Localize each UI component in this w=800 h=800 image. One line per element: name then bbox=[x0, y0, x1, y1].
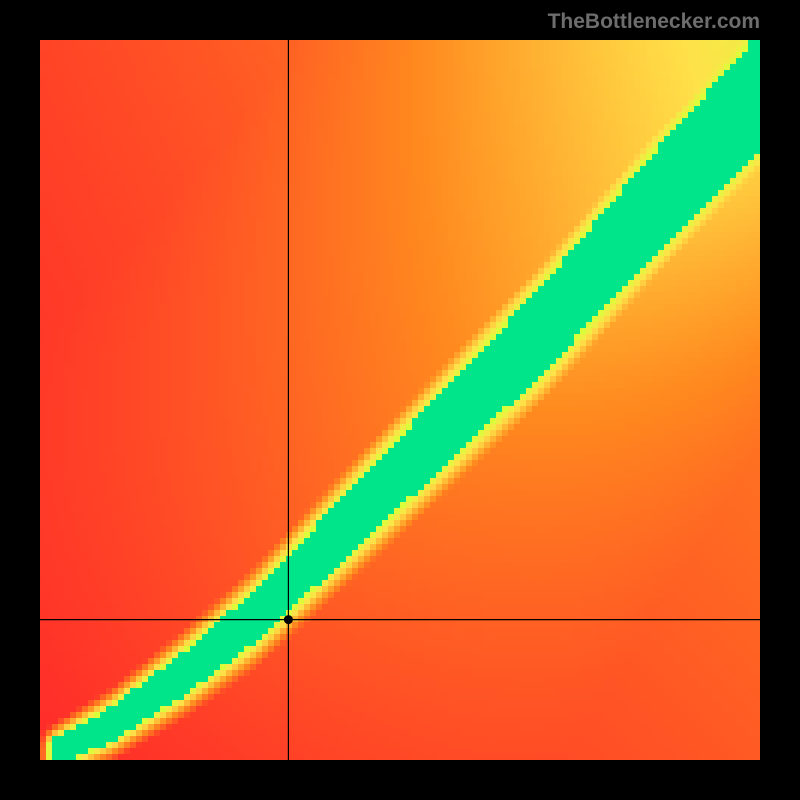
watermark-text: TheBottlenecker.com bbox=[548, 10, 760, 34]
bottleneck-heatmap bbox=[40, 40, 760, 760]
chart-container: TheBottlenecker.com bbox=[0, 0, 800, 800]
